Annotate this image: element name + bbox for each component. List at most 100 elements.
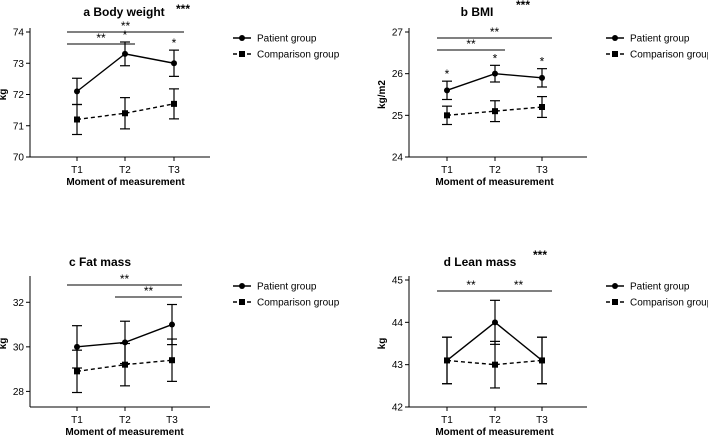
bracket-significance-label: ** <box>121 19 131 33</box>
data-point-patient <box>492 70 498 77</box>
title-significance-stars: *** <box>533 248 547 262</box>
x-tick-label: T1 <box>441 415 453 426</box>
data-point-patient <box>171 60 177 67</box>
y-tick-label: 27 <box>392 28 404 39</box>
y-tick-label: 28 <box>13 387 25 398</box>
bracket-significance-label: ** <box>120 272 130 286</box>
x-tick-label: T1 <box>441 165 453 176</box>
x-tick-label: T2 <box>489 165 501 176</box>
data-point-comparison <box>122 110 128 117</box>
x-tick-label: T3 <box>166 415 178 426</box>
data-point-comparison <box>492 108 498 115</box>
x-axis-label: Moment of measurement <box>435 177 554 188</box>
y-tick-label: 71 <box>13 121 25 132</box>
title-significance-stars: *** <box>516 0 530 12</box>
y-tick-label: 74 <box>13 28 25 39</box>
legend-label: Patient group <box>630 34 690 45</box>
y-tick-label: 70 <box>13 153 25 164</box>
title-significance-stars: *** <box>176 2 190 16</box>
bracket-significance-label: ** <box>96 31 106 45</box>
x-axis-label: Moment of measurement <box>435 427 554 436</box>
y-tick-label: 44 <box>392 318 404 329</box>
legend-marker-square <box>612 51 618 57</box>
chart-title: a Body weight <box>83 5 164 19</box>
y-axis-label: kg <box>0 89 9 101</box>
x-axis-label: Moment of measurement <box>65 427 184 436</box>
data-point-patient <box>169 321 175 328</box>
data-point-patient <box>122 50 128 57</box>
bracket-significance-label: ** <box>466 278 476 292</box>
data-point-comparison <box>74 116 80 123</box>
y-tick-label: 43 <box>392 360 404 371</box>
x-tick-label: T3 <box>168 165 180 176</box>
data-point-comparison <box>539 104 545 110</box>
series-line-comparison <box>446 359 543 366</box>
x-tick-label: T1 <box>71 165 83 176</box>
data-point-comparison <box>74 368 80 375</box>
data-point-comparison <box>444 357 450 364</box>
series-line-comparison <box>76 103 175 121</box>
chart-title: c Fat mass <box>69 255 131 269</box>
bracket-significance-label: ** <box>466 37 476 51</box>
y-tick-label: 26 <box>392 69 404 80</box>
y-tick-label: 25 <box>392 111 404 122</box>
data-point-patient <box>74 343 80 350</box>
data-point-comparison <box>171 100 177 107</box>
point-significance-star: * <box>172 36 177 50</box>
data-point-comparison <box>492 361 498 368</box>
x-tick-label: T2 <box>489 415 501 426</box>
data-point-comparison <box>169 357 175 364</box>
point-significance-star: * <box>493 51 498 65</box>
y-tick-label: 73 <box>13 59 25 70</box>
chart-title: d Lean mass <box>444 255 517 269</box>
data-point-patient <box>492 319 498 326</box>
data-point-comparison <box>444 112 450 119</box>
legend-label: Patient group <box>257 34 317 45</box>
data-point-comparison <box>539 357 545 364</box>
legend-label: Comparison group <box>630 298 708 309</box>
legend-label: Comparison group <box>257 50 340 61</box>
legend-label: Comparison group <box>630 50 708 61</box>
y-tick-label: 42 <box>392 403 404 414</box>
legend-marker-square <box>239 51 245 57</box>
y-tick-label: 30 <box>13 342 25 353</box>
bracket-significance-label: ** <box>490 25 500 39</box>
x-axis-label: Moment of measurement <box>66 177 185 188</box>
y-tick-label: 24 <box>392 153 404 164</box>
legend-label: Comparison group <box>257 298 340 309</box>
data-point-patient <box>539 74 545 81</box>
legend-marker-circle <box>239 283 245 289</box>
data-point-patient <box>444 87 450 94</box>
series-line-comparison <box>446 106 543 117</box>
legend-marker-square <box>239 299 245 305</box>
legend-label: Patient group <box>257 282 317 293</box>
x-tick-label: T2 <box>119 415 131 426</box>
data-point-comparison <box>122 361 128 368</box>
y-axis-label: kg/m2 <box>377 80 388 109</box>
legend-marker-square <box>612 299 618 305</box>
y-axis-label: kg <box>377 338 388 350</box>
series-line-comparison <box>76 359 173 373</box>
bracket-significance-label: ** <box>514 278 524 292</box>
chart-title: b BMI <box>461 5 494 19</box>
y-axis-label: kg <box>0 338 9 350</box>
x-tick-label: T2 <box>119 165 131 176</box>
point-significance-star: * <box>540 55 545 69</box>
y-tick-label: 32 <box>13 298 25 309</box>
x-tick-label: T1 <box>71 415 83 426</box>
data-point-patient <box>74 88 80 95</box>
point-significance-star: * <box>123 28 128 42</box>
x-tick-label: T3 <box>536 415 548 426</box>
point-significance-star: * <box>445 67 450 81</box>
legend-marker-circle <box>612 283 618 289</box>
legend-marker-circle <box>612 35 618 41</box>
bracket-significance-label: ** <box>144 284 154 298</box>
legend-label: Patient group <box>630 282 690 293</box>
legend-marker-circle <box>239 35 245 41</box>
y-tick-label: 72 <box>13 90 25 101</box>
